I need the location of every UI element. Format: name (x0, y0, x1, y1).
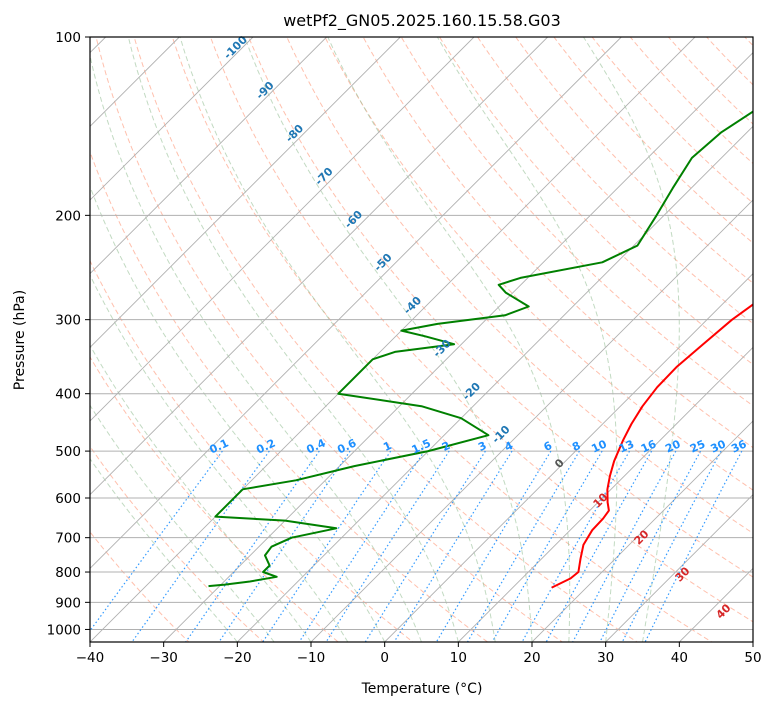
mixing-ratio-line (491, 450, 603, 642)
dry-adiabat-line (324, 37, 753, 491)
dry-adiabat-line (553, 37, 753, 244)
dry-adiabat-line (90, 356, 339, 642)
y-tick-label: 1000 (47, 622, 81, 638)
moist-adiabat-line (179, 37, 496, 642)
dry-adiabat-line (90, 445, 265, 642)
mixing-ratio-line (364, 450, 486, 642)
mixing-ratio-label: 30 (709, 437, 729, 455)
y-axis-label: Pressure (hPa) (12, 290, 28, 390)
x-tick-label: 0 (380, 650, 389, 666)
moist-adiabat-line (244, 37, 533, 642)
x-axis-label: Temperature (°C) (361, 681, 483, 697)
isotherm-line (237, 125, 753, 642)
dry-adiabat-line (90, 259, 414, 642)
x-tick-label: −10 (297, 650, 326, 666)
isotherm-line (90, 37, 696, 642)
mixing-ratio-label: 13 (617, 437, 636, 455)
y-tick-label: 800 (55, 565, 81, 581)
mixing-ratio-label: 36 (729, 437, 749, 455)
x-tick-label: 20 (523, 650, 540, 666)
grid-lines (90, 37, 753, 642)
moist-adiabat-line (90, 185, 386, 642)
moist-adiabat-line (127, 37, 459, 642)
mixing-ratio-line (572, 450, 677, 642)
dry-adiabat-line (400, 37, 753, 407)
y-tick-label: 600 (55, 491, 81, 507)
chart-title: wetPf2_GN05.2025.160.15.58.G03 (283, 11, 561, 31)
mixing-ratio-line (521, 450, 631, 642)
x-tick-label: 50 (744, 650, 761, 666)
plot-frame (89, 36, 754, 643)
x-tick-label: 40 (671, 650, 688, 666)
isotherm-line (531, 420, 753, 642)
isotherm-line (90, 37, 548, 496)
mixing-ratio-label: 10 (589, 437, 609, 455)
isotherm-line (163, 52, 753, 642)
isotherm-line (90, 37, 622, 569)
isotherm-line (310, 199, 753, 642)
profile-lines (208, 110, 753, 589)
x-tick-label: 30 (597, 650, 614, 666)
isotherm-line (384, 273, 753, 642)
isotherm-line (458, 346, 753, 642)
x-tick-label: −40 (76, 650, 105, 666)
y-tick-label: 500 (55, 444, 81, 460)
temperature-profile-line (551, 303, 753, 589)
mixing-ratio-line (466, 450, 580, 642)
y-tick-label: 400 (55, 387, 81, 403)
dry-adiabat-line (95, 37, 564, 642)
x-tick-label: −20 (223, 650, 252, 666)
dry-adiabat-line (90, 531, 190, 642)
isotherm-line (90, 37, 401, 348)
moist-adiabat-line (90, 457, 238, 642)
dry-adiabat-line (248, 37, 753, 578)
moist-adiabat-line (436, 37, 618, 642)
mixing-ratio-label: 20 (663, 437, 683, 455)
isotherm-line (90, 37, 475, 422)
x-tick-label: −30 (149, 650, 178, 666)
mixing-ratio-line (218, 450, 351, 642)
mixing-ratio-line (262, 450, 392, 642)
isotherm-line (90, 37, 327, 275)
y-tick-label: 100 (55, 30, 81, 46)
mixing-ratio-line (545, 450, 653, 642)
dry-adiabat-line (209, 37, 753, 623)
mixing-ratio-line (435, 450, 552, 642)
y-tick-label: 700 (55, 531, 81, 547)
y-tick-label: 900 (55, 595, 81, 611)
mixing-ratio-line (298, 450, 425, 642)
mixing-ratio-line (184, 450, 320, 642)
x-tick-label: 10 (450, 650, 467, 666)
moist-adiabat-line (90, 273, 349, 642)
dry-adiabat-line (476, 37, 753, 325)
background-lines (90, 37, 753, 642)
mixing-ratio-line (325, 450, 450, 642)
y-tick-label: 300 (55, 313, 81, 329)
y-tick-label: 200 (55, 208, 81, 224)
mixing-ratio-label: 25 (688, 437, 707, 455)
dry-adiabat-line (133, 37, 638, 642)
isotherm-line (605, 494, 753, 642)
dry-adiabat-line (362, 37, 753, 449)
isotherm-line (90, 37, 254, 201)
moist-adiabat-line (90, 404, 275, 642)
moist-adiabat-line (582, 37, 680, 642)
mixing-ratio-label: 16 (639, 437, 659, 455)
moist-adiabat-line (327, 37, 571, 642)
dry-adiabat-line (171, 37, 713, 642)
axis-ticks: −40 −30 −20 −10 0 10 20 30 40 50 100 200 300 400 500 60… (47, 30, 762, 666)
dewpoint-profile-line (208, 110, 753, 588)
dry-adiabat-line (90, 150, 489, 642)
dry-adiabat-line (591, 37, 753, 204)
mixing-ratio-line (131, 450, 270, 642)
dry-adiabat-line (438, 37, 753, 366)
